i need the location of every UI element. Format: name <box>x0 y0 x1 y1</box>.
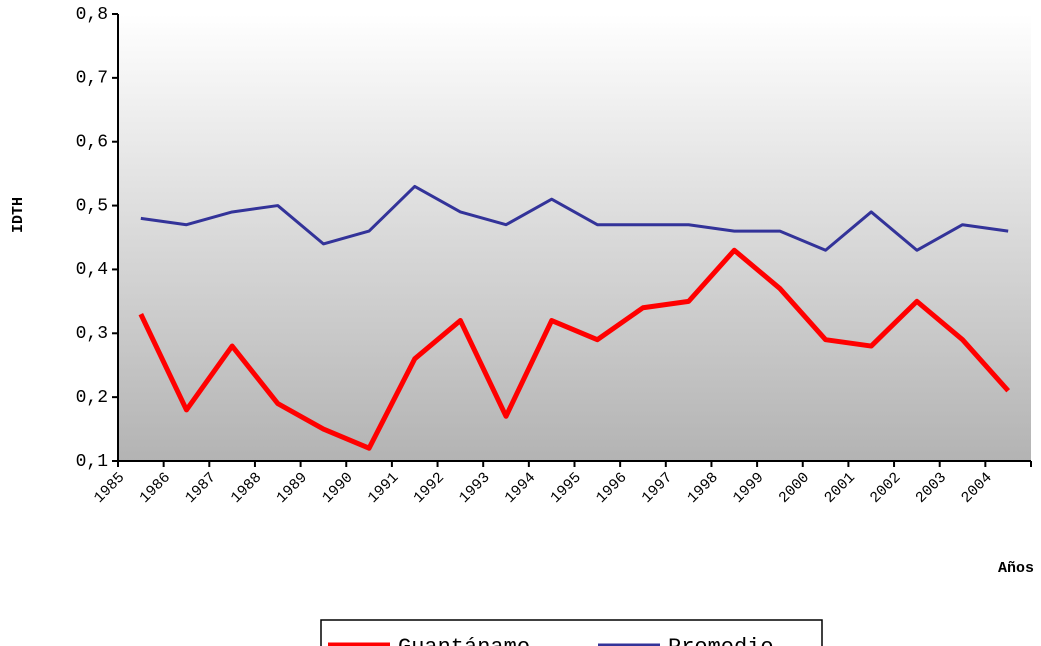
x-tick-label: 1986 <box>137 469 174 506</box>
x-tick-label: 1985 <box>91 469 128 506</box>
y-tick-label: 0,5 <box>76 196 108 216</box>
y-tick-label: 0,2 <box>76 388 108 408</box>
plot-area <box>118 14 1031 461</box>
x-tick-label: 1988 <box>228 469 265 506</box>
y-tick-label: 0,7 <box>76 69 108 89</box>
x-tick-label: 1991 <box>365 469 402 506</box>
x-tick-label: 1996 <box>593 469 630 506</box>
series-line <box>138 247 1011 451</box>
x-tick-label: 1994 <box>502 469 539 506</box>
x-tick-label: 1987 <box>182 469 219 506</box>
x-tick-label: 2001 <box>821 469 858 506</box>
x-tick-label: 1995 <box>547 469 584 506</box>
x-tick-label: 1999 <box>730 469 767 506</box>
x-tick-label: 1998 <box>684 469 721 506</box>
legend-label: Guantánamo <box>398 635 530 646</box>
x-tick-label: 1990 <box>319 469 356 506</box>
y-tick-label: 0,6 <box>76 132 108 152</box>
x-tick-label: 1997 <box>639 469 676 506</box>
x-tick-label: 2000 <box>776 469 813 506</box>
x-axis-label: Años <box>998 560 1034 577</box>
y-tick-label: 0,1 <box>76 452 108 472</box>
x-tick-label: 1992 <box>410 469 447 506</box>
x-tick-label: 2004 <box>958 469 995 506</box>
series-line <box>140 184 1009 252</box>
x-tick-label: 1989 <box>273 469 310 506</box>
y-axis-label: IDTH <box>10 197 27 233</box>
y-tick-label: 0,3 <box>76 324 108 344</box>
x-tick-label: 1993 <box>456 469 493 506</box>
x-tick-label: 2003 <box>913 469 950 506</box>
legend-box <box>320 619 823 646</box>
x-tick-label: 2002 <box>867 469 904 506</box>
legend-label: Promedio <box>668 635 774 646</box>
y-tick-label: 0,4 <box>76 260 108 280</box>
y-tick-label: 0,8 <box>76 5 108 25</box>
